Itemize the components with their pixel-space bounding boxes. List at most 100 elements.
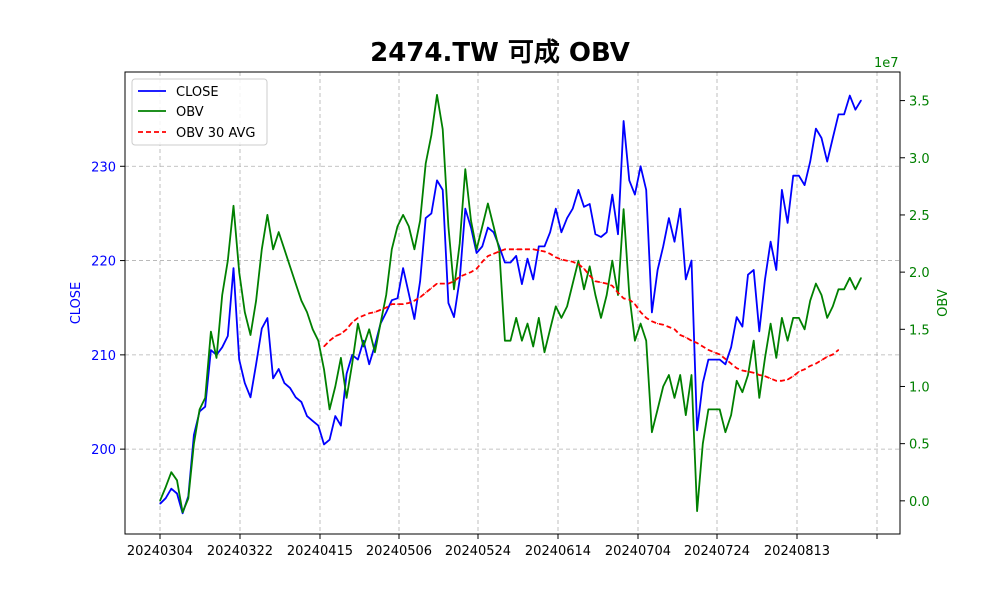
- data-point-obv: [408, 225, 410, 227]
- data-point-obv-30-avg: [617, 292, 619, 294]
- data-point-obv: [787, 340, 789, 342]
- plot-frame: [124, 71, 901, 535]
- series-line-obv-30-avg: [323, 248, 840, 382]
- data-point-close: [227, 335, 229, 337]
- series-layer: [159, 94, 862, 515]
- data-point-obv-30-avg: [402, 303, 404, 305]
- data-point-obv-30-avg: [391, 303, 393, 305]
- legend-box: [131, 78, 268, 146]
- data-point-obv: [758, 397, 760, 399]
- data-point-close: [442, 189, 444, 191]
- data-point-obv-30-avg: [436, 283, 438, 285]
- data-point-obv-30-avg: [340, 333, 342, 335]
- data-point-obv: [176, 479, 178, 481]
- data-point-obv: [526, 323, 529, 325]
- data-point-obv: [832, 305, 834, 307]
- data-point-close: [459, 278, 461, 280]
- data-point-obv: [617, 294, 619, 296]
- data-point-obv: [577, 260, 580, 262]
- data-point-obv: [640, 323, 642, 325]
- data-point-obv: [215, 357, 218, 359]
- data-point-obv: [515, 317, 517, 319]
- data-point-obv: [509, 340, 512, 342]
- data-point-obv: [283, 248, 285, 250]
- data-point-obv: [487, 202, 489, 205]
- data-point-obv-30-avg: [396, 303, 399, 305]
- data-point-obv: [662, 385, 664, 388]
- right-axis-multiplier: 1e7: [874, 56, 899, 71]
- data-point-obv-30-avg: [662, 324, 664, 326]
- data-point-close: [809, 161, 811, 163]
- x-tick-label: 20240813: [764, 544, 830, 559]
- data-point-close: [555, 208, 557, 210]
- data-point-obv: [730, 414, 732, 416]
- data-point-obv: [312, 328, 314, 330]
- data-point-obv: [843, 288, 845, 290]
- data-point-obv-30-avg: [362, 315, 365, 317]
- data-point-obv: [594, 294, 597, 296]
- data-point-close: [300, 401, 302, 403]
- data-point-obv: [589, 265, 591, 267]
- data-point-close: [792, 175, 794, 177]
- data-point-obv-30-avg: [696, 342, 698, 344]
- data-point-obv: [289, 265, 291, 267]
- data-point-close: [707, 359, 710, 361]
- data-point-obv: [781, 317, 783, 319]
- data-point-close: [583, 206, 585, 208]
- data-point-close: [261, 327, 263, 330]
- data-point-obv: [685, 414, 687, 416]
- data-point-obv-30-avg: [504, 248, 506, 250]
- data-point-obv-30-avg: [747, 371, 749, 373]
- data-point-obv-30-avg: [560, 258, 563, 261]
- data-point-close: [781, 189, 783, 191]
- data-point-close: [696, 429, 698, 431]
- data-point-close: [798, 175, 800, 177]
- data-point-close: [849, 95, 851, 97]
- data-point-close: [476, 252, 478, 254]
- data-point-close: [826, 161, 828, 163]
- data-point-obv: [419, 220, 421, 222]
- data-point-obv-30-avg: [730, 363, 732, 365]
- data-point-close: [165, 497, 167, 499]
- data-point-close: [289, 387, 291, 389]
- data-point-close: [860, 99, 862, 101]
- data-point-obv: [199, 408, 201, 410]
- data-point-close: [504, 261, 506, 264]
- data-point-obv: [792, 317, 794, 319]
- data-point-obv: [854, 288, 857, 290]
- data-point-obv: [357, 323, 359, 325]
- data-point-obv: [470, 220, 472, 222]
- data-point-close: [640, 165, 642, 167]
- x-tick-label: 20240524: [445, 544, 511, 559]
- data-point-obv-30-avg: [690, 340, 693, 342]
- data-point-obv: [165, 486, 167, 488]
- data-point-close: [385, 311, 387, 313]
- data-point-obv: [804, 328, 806, 330]
- data-point-obv: [719, 408, 721, 410]
- data-point-obv: [430, 134, 432, 136]
- data-point-close: [481, 245, 483, 247]
- data-point-close: [679, 208, 681, 210]
- data-point-obv-30-avg: [470, 271, 472, 273]
- data-point-close: [362, 340, 365, 342]
- left-y-axis: 200 210 220 230: [91, 160, 125, 458]
- data-point-obv: [611, 260, 613, 262]
- data-point-close: [854, 109, 857, 111]
- data-point-obv: [498, 248, 500, 250]
- data-point-obv: [442, 128, 444, 130]
- data-point-close: [702, 382, 704, 384]
- data-point-close: [509, 261, 512, 264]
- data-point-obv-30-avg: [442, 283, 444, 285]
- data-point-obv-30-avg: [385, 307, 387, 309]
- data-point-obv: [464, 168, 466, 170]
- data-point-close: [425, 217, 427, 219]
- x-tick-label: 20240704: [605, 544, 671, 559]
- data-point-obv: [549, 328, 551, 330]
- data-point-obv-30-avg: [493, 253, 495, 255]
- legend-label-close: CLOSE: [176, 85, 219, 100]
- data-point-obv-30-avg: [792, 375, 794, 377]
- x-tick-label: 20240415: [287, 544, 353, 559]
- right-y-tick-label: 0.5: [909, 438, 930, 453]
- data-point-obv: [453, 288, 455, 290]
